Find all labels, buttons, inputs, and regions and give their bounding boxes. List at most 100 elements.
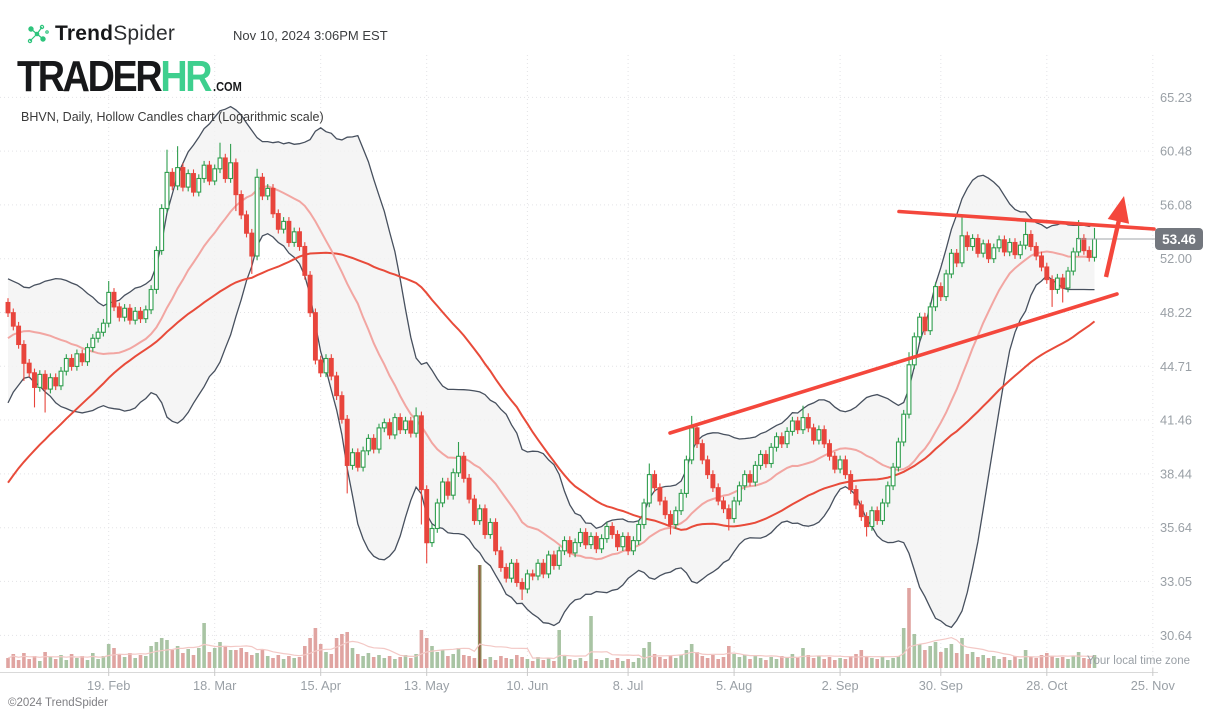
volume-bar [1007,660,1012,668]
volume-bar [456,648,461,668]
volume-bar [265,656,270,668]
volume-bar [313,628,318,668]
candle [355,452,361,468]
volume-bar [223,646,228,668]
candle [503,566,509,579]
volume-bar [361,656,365,668]
volume-bar [912,634,917,668]
bollinger-upper-band [7,105,1095,530]
volume-bar [112,648,116,668]
volume-bar [864,656,869,668]
candle [153,249,159,290]
price-axis-label[interactable]: 33.05 [1160,574,1192,589]
volume-bar [1018,659,1023,668]
volume-bar [91,653,95,668]
candle [736,485,742,502]
candle [625,535,631,552]
price-axis-label[interactable]: 60.48 [1160,144,1192,159]
resistance-trendline[interactable] [897,209,1156,231]
volume-bar [923,650,927,668]
candle [10,312,16,327]
price-badge [1155,228,1203,250]
candle [403,420,408,431]
candle [1028,233,1034,248]
price-axis-label[interactable]: 48.22 [1160,305,1192,320]
candle [991,247,997,260]
price-axis-label[interactable]: 56.08 [1160,197,1192,212]
volume-bar [175,646,180,668]
candle [689,427,695,461]
candle [371,437,377,450]
volume-bar [191,655,196,668]
volume-bar [652,654,657,668]
candle [652,474,658,489]
support-trendline[interactable] [668,292,1119,435]
candle [1092,238,1097,258]
candle [964,235,970,248]
candle [381,422,387,429]
volume-bar [1087,659,1091,668]
price-axis-label[interactable]: 30.64 [1160,628,1192,643]
volume-bar [435,652,440,668]
candle [471,498,477,522]
volume-bar [801,648,805,668]
price-axis-label[interactable]: 65.23 [1160,90,1192,105]
volume-bar [917,644,922,668]
price-axis-label[interactable]: 38.44 [1160,466,1192,481]
candle [927,306,933,332]
candle [5,301,11,314]
candle [630,540,636,552]
volume-bar [705,658,710,668]
candle [848,474,854,491]
volume-bar [965,654,970,668]
candle [577,531,583,544]
volume-bar [483,659,487,668]
candle [699,443,705,461]
candle [562,540,567,552]
date-axis-label: 2. Sep [822,678,859,693]
copyright: ©2024 TrendSpider [8,697,108,709]
candle [498,550,504,569]
volume-bar [610,660,614,668]
candle [641,502,647,526]
volume-bar [329,654,334,668]
sma-20-line [7,185,1095,561]
volume-bar [578,658,583,668]
price-axis-label[interactable]: 44.71 [1160,359,1192,374]
candle [715,487,721,502]
volume-bar [933,642,938,668]
volume-bar [758,658,763,668]
volume-bar [350,648,355,668]
candle [747,474,753,483]
volume-bar [393,659,397,668]
candle [74,353,80,367]
volume-bar [732,654,736,668]
volume-bar [292,658,296,668]
price-axis-label[interactable]: 41.46 [1160,412,1192,427]
candle [37,373,43,388]
candle [901,413,907,443]
date-axis-label: 19. Feb [87,678,130,693]
candle [408,420,414,434]
price-axis-label[interactable]: 35.64 [1160,520,1192,535]
volume-bar [1071,656,1076,668]
volume-bar [75,658,79,668]
breakout-arrow-shaft[interactable] [1103,219,1122,278]
candle [710,474,716,489]
breakout-arrow-head[interactable] [1107,196,1130,224]
volume-bar [626,659,630,668]
candle [180,167,186,188]
candle [1023,233,1029,246]
candle [1086,249,1092,258]
volume-bar [451,654,455,668]
candle [948,252,954,275]
candle [731,500,737,520]
price-axis-label[interactable]: 52.00 [1160,251,1192,266]
volume-bar [711,655,715,668]
volume-bar [159,638,164,668]
volume-bar [843,659,848,668]
volume-bar [854,654,858,668]
volume-bar [38,661,42,668]
candle [85,347,90,363]
